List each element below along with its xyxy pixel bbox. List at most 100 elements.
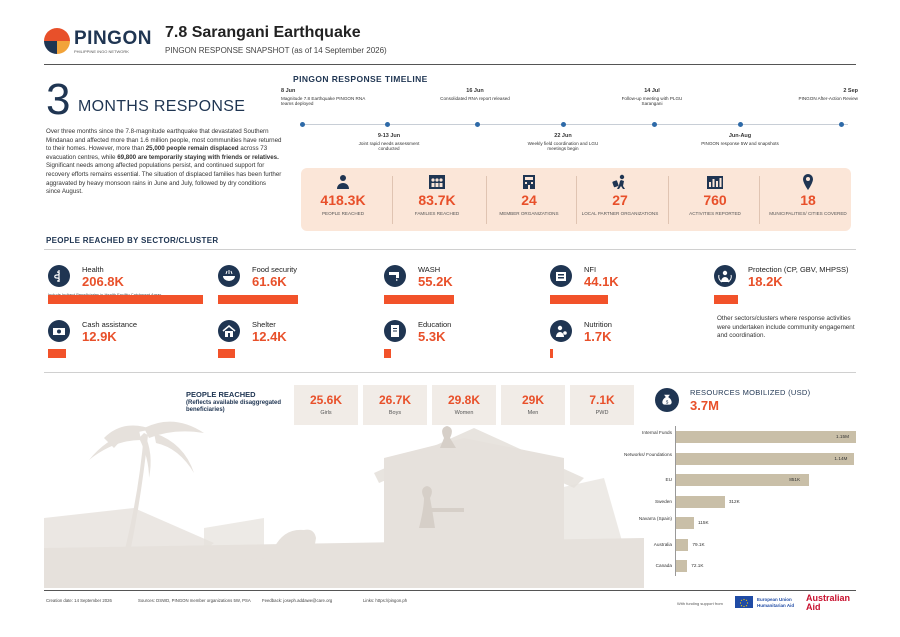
sector-bar bbox=[384, 349, 391, 358]
resource-category-label: EU bbox=[665, 477, 672, 482]
people-label: Women bbox=[454, 410, 474, 416]
sector-bar bbox=[218, 349, 235, 358]
people-card-women: 29.8K Women bbox=[432, 385, 496, 425]
people-card-pwd: 7.1K PWD bbox=[570, 385, 634, 425]
kpi-label: MUNICIPALITIES/ CITIES COVERED bbox=[769, 211, 847, 216]
resource-value-label: 72.1K bbox=[691, 563, 704, 568]
people-reached-title: PEOPLE REACHED bbox=[186, 390, 256, 399]
kpi-label: LOCAL PARTNER ORGANIZATIONS bbox=[581, 211, 659, 216]
people-value: 29K bbox=[521, 393, 544, 407]
kpi-families-reached: 83.7K FAMILIES REACHED bbox=[398, 168, 476, 231]
resource-value-label: 851K bbox=[789, 477, 801, 482]
other-sectors-note: Other sectors/clusters where response ac… bbox=[717, 315, 855, 340]
page-title: 7.8 Sarangani Earthquake bbox=[165, 24, 361, 41]
sector-value: 1.7K bbox=[584, 329, 612, 344]
pingon-logo: PINGON PHILIPPINE INGO NETWORK bbox=[44, 26, 164, 56]
timeline-title: PINGON RESPONSE TIMELINE bbox=[293, 74, 428, 84]
timeline-dot bbox=[475, 122, 480, 127]
kpi-value: 760 bbox=[703, 192, 727, 208]
months-number: 3 bbox=[46, 75, 71, 124]
resource-category-label: Navarra (Spain) bbox=[638, 516, 672, 521]
sector-name: Education bbox=[418, 320, 452, 329]
kpi-panel: 418.3K PEOPLE REACHED 83.7K FAMILIES REA… bbox=[301, 168, 851, 231]
intro-paragraph: Over three months since the 7.8-magnitud… bbox=[46, 128, 282, 196]
sector-name: Nutrition bbox=[584, 320, 612, 329]
sources: Sources: DSWD, PINGON member organizatio… bbox=[138, 598, 251, 603]
sector-name: Protection (CP, GBV, MHPSS) bbox=[748, 265, 849, 274]
people-card-men: 29K Men bbox=[501, 385, 565, 425]
kpi-activities: 760 ACTIVITIES REPORTED bbox=[676, 168, 754, 231]
sector-value: 61.6K bbox=[252, 274, 287, 289]
sector-name: Health bbox=[82, 265, 104, 274]
ngo-building-icon bbox=[523, 175, 535, 189]
timeline-event: 2 Sep PINGON After-Action Review bbox=[798, 88, 858, 101]
feedback-contact: Feedback: joseph.addawe@care.org bbox=[262, 598, 333, 603]
sector-cash-assistance: Cash assistance 12.9K bbox=[48, 320, 213, 370]
kpi-value: 418.3K bbox=[320, 192, 366, 208]
person-icon bbox=[337, 175, 349, 189]
resource-value-label: 312K bbox=[728, 498, 740, 504]
sector-bar bbox=[384, 295, 454, 304]
sector-value: 55.2K bbox=[418, 274, 453, 289]
resources-chart-axis bbox=[675, 426, 676, 576]
kpi-people-reached: 418.3K PEOPLE REACHED bbox=[304, 168, 382, 231]
resource-value-label: 1.15M bbox=[836, 434, 850, 439]
sector-name: Shelter bbox=[252, 320, 276, 329]
people-label: Boys bbox=[388, 410, 402, 416]
resource-value-label: 1.14M bbox=[834, 455, 848, 461]
resource-category-label: Networks/ Foundations bbox=[624, 451, 672, 457]
creation-date: Creation date: 14 September 2026 bbox=[46, 598, 112, 603]
resource-bar bbox=[676, 431, 856, 443]
nfi-kit-icon bbox=[550, 265, 572, 287]
timeline-event: 22 Jun Weekly field coordination and LGU … bbox=[527, 133, 599, 152]
kpi-label: MEMBER ORGANIZATIONS bbox=[499, 211, 559, 216]
sector-health: Health 206.8K Include Indirect Beneficia… bbox=[48, 265, 213, 315]
website-link[interactable]: Links: https://pingon.ph bbox=[363, 598, 408, 603]
people-card-boys: 26.7K Boys bbox=[363, 385, 427, 425]
sector-bar bbox=[218, 295, 298, 304]
kpi-divider bbox=[576, 176, 577, 224]
shelter-icon bbox=[218, 320, 240, 342]
people-reached-subtitle: (Reflects available disaggregated benefi… bbox=[186, 400, 282, 413]
sector-value: 5.3K bbox=[418, 329, 446, 344]
sector-name: NFI bbox=[584, 265, 597, 274]
people-label: Men bbox=[527, 410, 539, 416]
partner-icon bbox=[612, 174, 625, 189]
resource-bar bbox=[676, 517, 694, 529]
sector-wash: WASH 55.2K bbox=[384, 265, 549, 315]
timeline-event: Jun-Aug PINGON response 5W and snapshots bbox=[701, 133, 779, 146]
eu-flag-icon bbox=[735, 596, 753, 608]
timeline-dot bbox=[839, 122, 844, 127]
sector-value: 12.9K bbox=[82, 329, 117, 344]
kpi-label: ACTIVITIES REPORTED bbox=[689, 211, 741, 216]
page-subtitle: PINGON RESPONSE SNAPSHOT (as of 14 Septe… bbox=[165, 46, 387, 55]
timeline-dot bbox=[738, 122, 743, 127]
sector-protection: Protection (CP, GBV, MHPSS) 18.2K bbox=[714, 265, 856, 315]
logo-subtext: PHILIPPINE INGO NETWORK bbox=[74, 49, 129, 54]
people-label: Girls bbox=[320, 410, 332, 416]
resource-bar bbox=[676, 452, 855, 465]
resource-value-label: 115K bbox=[698, 520, 709, 525]
people-value: 25.6K bbox=[309, 393, 343, 407]
kpi-label: FAMILIES REACHED bbox=[414, 211, 460, 216]
cash-icon bbox=[48, 320, 70, 342]
water-tap-icon bbox=[384, 265, 406, 287]
australian-aid-logo: Australian Aid bbox=[806, 593, 851, 612]
sector-value: 18.2K bbox=[748, 274, 783, 289]
sector-name: Cash assistance bbox=[82, 320, 138, 329]
resources-total: 3.7M bbox=[690, 398, 719, 413]
sector-education: Education 5.3K bbox=[384, 320, 549, 370]
kpi-divider bbox=[759, 176, 760, 224]
people-value: 26.7K bbox=[378, 393, 412, 407]
timeline-event: 16 Jun Consolidated RNA report released bbox=[440, 88, 510, 101]
footer-divider bbox=[44, 590, 856, 591]
sector-value: 206.8K bbox=[82, 274, 124, 289]
logo-mark-icon bbox=[44, 28, 70, 54]
sector-name: WASH bbox=[418, 265, 441, 274]
resource-bar bbox=[676, 538, 689, 551]
resource-bar bbox=[676, 474, 810, 486]
resource-value-label: 79.1K bbox=[692, 541, 705, 547]
kpi-local-partners: 27 LOCAL PARTNER ORGANIZATIONS bbox=[581, 168, 659, 231]
kpi-value: 18 bbox=[800, 192, 816, 208]
sector-section-title: PEOPLE REACHED BY SECTOR/CLUSTER bbox=[46, 236, 219, 245]
